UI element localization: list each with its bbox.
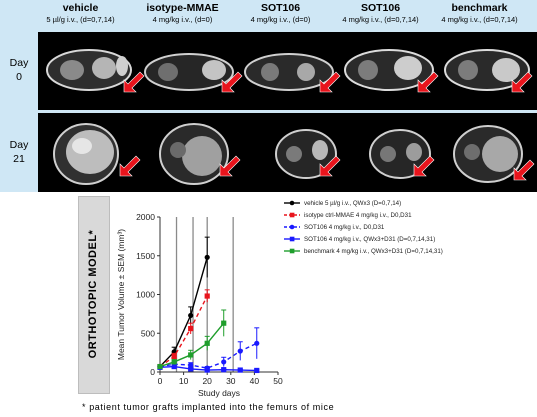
legend-marker: [289, 236, 295, 242]
x-axis-label: Study days: [198, 388, 240, 398]
data-point: [221, 359, 227, 365]
model-label-box: [78, 196, 110, 394]
tumor-arrow-icon: [319, 155, 341, 177]
model-label: ORTHOTOPIC MODEL*: [87, 229, 99, 359]
data-point: [188, 366, 194, 372]
tumor-arrow-icon: [417, 71, 439, 93]
column-subtitle: 4 mg/kg i.v., (d=0,7,14): [342, 15, 419, 24]
legend-marker: [289, 200, 295, 206]
tumor-arrow-icon: [119, 155, 141, 177]
column-subtitle: 4 mg/kg i.v., (d=0): [250, 15, 311, 24]
series-line: [159, 257, 208, 368]
row-separator: [38, 110, 537, 113]
column-header-vehicle: vehicle 5 µl/g i.v., (d=0,7,14): [28, 3, 133, 25]
y-axis-label: Mean Tumor Volume ± SEM (mm³): [116, 229, 126, 360]
column-header-isotype-mmae: isotype-MMAE 4 mg/kg i.v., (d=0): [130, 3, 235, 25]
legend-label: SOT106 4 mg/kg i.v., D0,D31: [304, 224, 385, 231]
data-point: [204, 254, 210, 260]
legend-label: isotype ctrl-MMAE 4 mg/kg i.v., D0,D31: [304, 212, 412, 219]
row-label-band: [0, 32, 38, 192]
data-point: [171, 359, 177, 365]
data-point: [204, 293, 210, 299]
data-point: [204, 340, 210, 346]
y-tick-label: 1000: [136, 290, 155, 300]
column-title: benchmark: [451, 2, 508, 14]
column-header-benchmark: benchmark 4 mg/kg i.v., (d=0,7,14): [427, 3, 532, 25]
tumor-arrow-icon: [413, 155, 435, 177]
legend-marker: [289, 224, 295, 230]
x-tick-label: 40: [250, 376, 260, 386]
column-subtitle: 5 µl/g i.v., (d=0,7,14): [46, 15, 115, 24]
mri-scan-vehicle-day21: [53, 123, 119, 185]
data-point: [171, 363, 177, 370]
column-title: SOT106: [260, 2, 301, 14]
legend-label: vehicle 5 µl/g i.v., QWx3 (D=0,7,14): [304, 200, 401, 207]
data-point: [204, 367, 210, 373]
x-tick-label: 30: [226, 376, 236, 386]
legend-marker: [289, 248, 295, 254]
y-tick-label: 0: [150, 367, 155, 377]
tumor-arrow-icon: [319, 71, 341, 93]
y-tick-label: 500: [141, 328, 155, 338]
data-point: [237, 367, 243, 373]
row-label-line1: Day: [9, 57, 29, 69]
x-tick-label: 10: [179, 376, 189, 386]
header-band: [0, 0, 537, 32]
y-tick-label: 1500: [136, 251, 155, 261]
data-point: [188, 312, 194, 319]
mri-scan-sot106-weekly-day0: [344, 49, 434, 91]
tumor-arrow-icon: [511, 71, 533, 93]
column-title: SOT106: [360, 2, 401, 14]
tumor-arrow-icon: [513, 159, 535, 181]
mri-scan-isotype-day0: [144, 53, 234, 91]
column-subtitle: 4 mg/kg i.v., (d=0,7,14): [441, 15, 518, 24]
tumor-arrow-icon: [219, 155, 241, 177]
row-label-line1: Day: [9, 139, 29, 151]
column-subtitle: 4 mg/kg i.v., (d=0): [152, 15, 213, 24]
series-line: [159, 295, 208, 368]
row-label-line2: 21: [13, 153, 25, 165]
column-title: isotype-MMAE: [146, 2, 219, 14]
x-tick-label: 50: [273, 376, 283, 386]
column-header-sot106-weekly: SOT106 4 mg/kg i.v., (d=0,7,14): [328, 3, 433, 25]
legend-marker: [289, 212, 295, 218]
row-label-line2: 0: [16, 71, 22, 83]
row-label-day-0: Day 0: [0, 56, 38, 84]
mri-scan-vehicle-day0: [46, 49, 132, 91]
row-label-day-21: Day 21: [0, 138, 38, 166]
tumor-arrow-icon: [123, 71, 145, 93]
tumor-arrows: [119, 71, 535, 181]
data-point: [221, 367, 227, 373]
data-point: [221, 320, 227, 326]
data-point: [171, 353, 177, 360]
legend-label: benchmark 4 mg/kg i.v., QWx3+D31 (D=0,7,…: [304, 248, 443, 255]
x-tick-label: 0: [158, 376, 163, 386]
legend-label: SOT106 4 mg/kg i.v., QWx3+D31 (D=0,7,14,…: [304, 236, 435, 243]
data-point: [157, 363, 163, 370]
mri-scan-benchmark-day0: [444, 49, 530, 91]
x-tick-label: 20: [202, 376, 212, 386]
data-point: [237, 348, 243, 354]
mri-scan-benchmark-day21: [453, 125, 523, 183]
data-point: [188, 326, 194, 332]
mri-scan-isotype-day21: [159, 123, 229, 185]
y-tick-label: 2000: [136, 212, 155, 222]
tumor-arrow-icon: [221, 71, 243, 93]
data-point: [188, 352, 194, 358]
column-title: vehicle: [62, 2, 99, 14]
mri-scan-sot106-single-day0: [244, 53, 334, 91]
footnote: * patient tumor grafts implanted into th…: [82, 402, 335, 412]
data-point: [254, 340, 260, 346]
data-point: [254, 367, 260, 374]
column-header-sot106-single: SOT106 4 mg/kg i.v., (d=0): [228, 3, 333, 25]
